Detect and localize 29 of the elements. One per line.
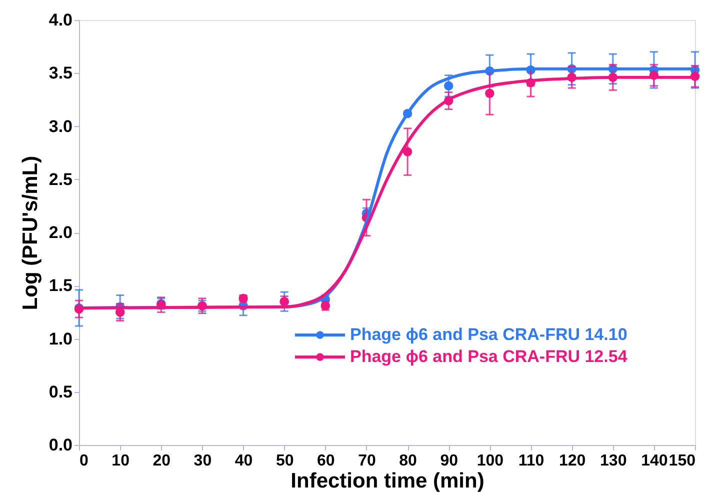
y-tick-label: 3.0 — [48, 116, 72, 136]
x-tick-label: 30 — [194, 452, 212, 470]
x-tick-label: 70 — [358, 452, 376, 470]
y-tick-label: 1.5 — [48, 276, 72, 296]
y-tick-label: 0.0 — [48, 436, 72, 454]
x-tick-label: 40 — [234, 452, 253, 470]
y-tick-label: 3.5 — [48, 64, 72, 83]
x-tick-label: 90 — [440, 452, 458, 470]
y-tick-label: 2.5 — [48, 170, 72, 189]
x-tick-label: 130 — [600, 452, 627, 470]
x-tick-label: 110 — [518, 452, 544, 470]
y-tick-label: 2.0 — [48, 223, 72, 242]
x-tick-label: 10 — [112, 452, 130, 470]
y-tick-label: 1.0 — [48, 329, 72, 348]
x-tick-label: 0 — [80, 452, 88, 470]
x-tick-label: 140 — [641, 452, 668, 470]
y-axis-title: Log (PFU's/mL) — [18, 156, 42, 310]
x-axis-title: Infection time (min) — [290, 470, 484, 492]
x-tick-label: 20 — [152, 452, 171, 470]
legend-label: Phage ϕ6 and Psa CRA-FRU 12.54 — [350, 347, 628, 366]
x-tick-label: 100 — [476, 452, 504, 470]
x-tick-label: 120 — [558, 452, 586, 470]
x-tick-label: 50 — [276, 452, 294, 470]
x-tick-label: 80 — [399, 452, 418, 470]
x-tick-label: 150 — [668, 452, 696, 470]
y-tick-label: 0.5 — [48, 382, 72, 402]
legend-label: Phage ϕ6 and Psa CRA-FRU 14.10 — [350, 325, 628, 344]
x-tick-label: 60 — [317, 452, 335, 470]
y-tick-label: 4.0 — [48, 10, 72, 30]
